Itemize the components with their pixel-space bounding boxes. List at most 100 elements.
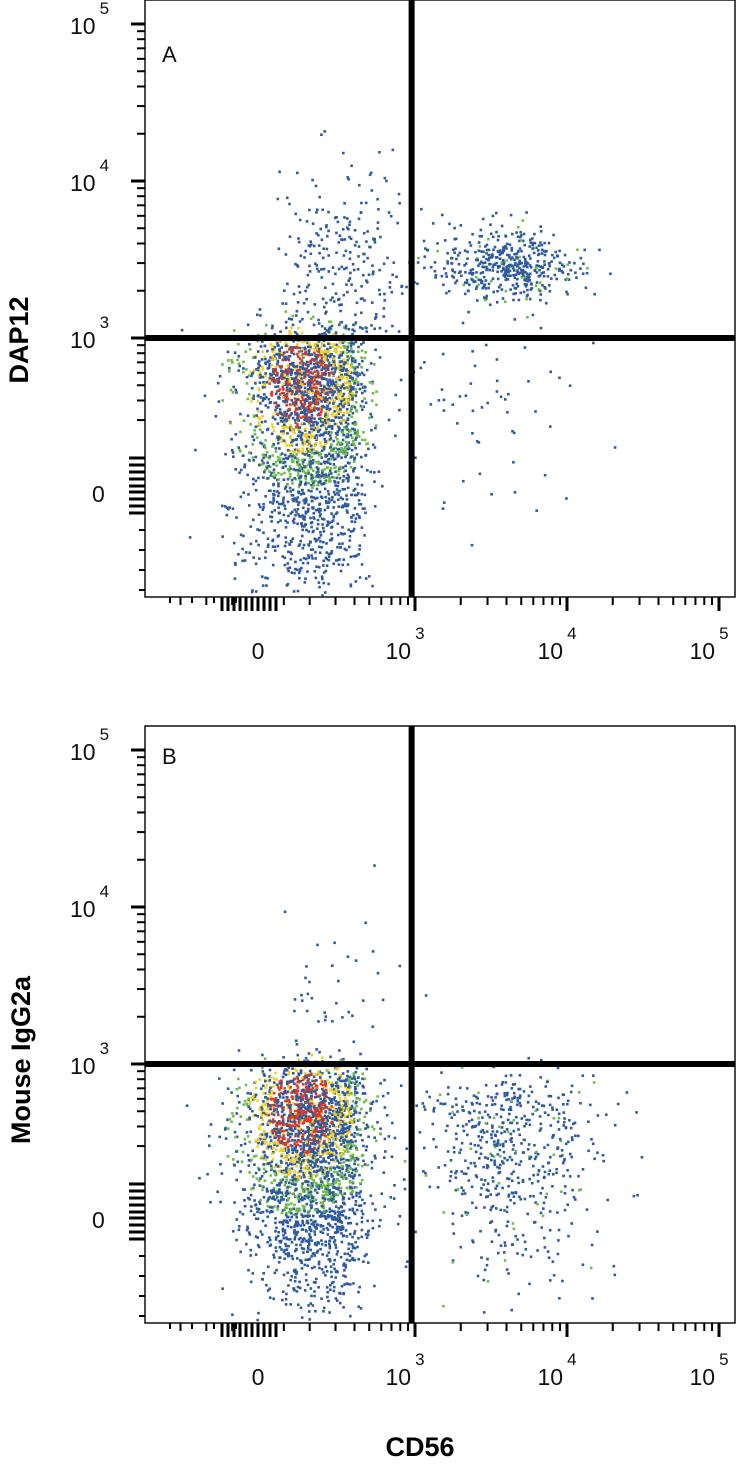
- event-point: [342, 1262, 346, 1265]
- event-point: [274, 1230, 277, 1233]
- event-point: [362, 431, 365, 434]
- event-point: [294, 560, 297, 564]
- event-point: [284, 519, 287, 523]
- event-point: [344, 421, 348, 424]
- event-point: [531, 237, 534, 240]
- event-point: [268, 1238, 272, 1242]
- event-point: [297, 1303, 300, 1306]
- event-point: [282, 513, 286, 517]
- event-point: [495, 230, 498, 234]
- event-point: [249, 1159, 252, 1163]
- event-point: [319, 513, 322, 516]
- event-point: [296, 1117, 300, 1120]
- event-point: [348, 350, 351, 353]
- event-point: [300, 359, 303, 363]
- event-point: [506, 253, 509, 257]
- event-point: [291, 1163, 294, 1166]
- event-point: [272, 1186, 276, 1190]
- event-point: [301, 1098, 305, 1101]
- event-point: [279, 435, 282, 439]
- event-point: [252, 518, 255, 522]
- event-point: [353, 1085, 357, 1089]
- event-point: [246, 1154, 250, 1157]
- event-point: [283, 410, 286, 414]
- event-point: [286, 1173, 290, 1176]
- event-point: [309, 424, 313, 427]
- event-point: [278, 356, 281, 359]
- event-point: [280, 1195, 283, 1199]
- event-point: [285, 1069, 289, 1072]
- event-point: [383, 1078, 386, 1082]
- event-point: [361, 297, 364, 300]
- event-point: [327, 1133, 330, 1136]
- event-point: [360, 356, 363, 359]
- event-point: [272, 483, 275, 487]
- event-point: [270, 358, 274, 362]
- event-point: [267, 543, 270, 546]
- event-point: [317, 480, 320, 484]
- event-point: [344, 504, 347, 508]
- event-point: [473, 364, 477, 368]
- event-point: [299, 1079, 303, 1083]
- event-point: [378, 151, 381, 154]
- event-point: [307, 1160, 310, 1164]
- event-point: [323, 419, 327, 422]
- event-point: [332, 364, 335, 368]
- event-point: [295, 1114, 299, 1117]
- event-point: [296, 522, 299, 526]
- event-point: [260, 442, 264, 446]
- event-point: [290, 384, 294, 387]
- event-point: [324, 429, 328, 432]
- event-point: [284, 383, 287, 386]
- event-point: [332, 405, 336, 409]
- event-point: [475, 275, 478, 279]
- event-point: [294, 1144, 297, 1147]
- event-point: [348, 1093, 352, 1097]
- event-point: [292, 438, 296, 442]
- event-point: [306, 570, 309, 573]
- event-point: [454, 237, 458, 241]
- event-point: [299, 254, 303, 258]
- event-point: [339, 346, 342, 350]
- event-point: [294, 456, 297, 460]
- event-point: [242, 371, 245, 374]
- event-point: [332, 514, 335, 518]
- event-point: [306, 1139, 310, 1142]
- event-point: [310, 521, 314, 524]
- event-point: [328, 521, 331, 524]
- event-point: [345, 1258, 349, 1262]
- event-point: [301, 1083, 305, 1086]
- event-point: [281, 377, 284, 381]
- event-point: [284, 355, 287, 359]
- event-point: [258, 308, 262, 311]
- event-point: [301, 1182, 304, 1185]
- event-point: [311, 1142, 315, 1146]
- event-point: [311, 481, 315, 485]
- event-point: [312, 459, 315, 462]
- event-point: [509, 288, 512, 291]
- event-point: [334, 1142, 337, 1145]
- event-point: [334, 272, 337, 276]
- event-point: [294, 1249, 297, 1253]
- event-point: [295, 1093, 299, 1097]
- event-point: [255, 1140, 259, 1144]
- event-point: [346, 435, 350, 439]
- event-point: [277, 484, 280, 488]
- event-point: [548, 283, 551, 287]
- event-point: [345, 477, 348, 480]
- event-point: [348, 1181, 352, 1184]
- event-point: [312, 512, 316, 515]
- event-point: [316, 398, 319, 401]
- event-point: [481, 271, 485, 274]
- event-point: [235, 1178, 238, 1182]
- event-point: [298, 406, 301, 409]
- event-point: [274, 1131, 278, 1135]
- event-point: [263, 1057, 267, 1060]
- event-point: [251, 1098, 255, 1101]
- event-point: [355, 1222, 359, 1226]
- event-point: [280, 1248, 283, 1251]
- event-point: [327, 458, 331, 461]
- event-point: [351, 1106, 354, 1109]
- event-point: [303, 412, 307, 416]
- event-point: [325, 551, 328, 554]
